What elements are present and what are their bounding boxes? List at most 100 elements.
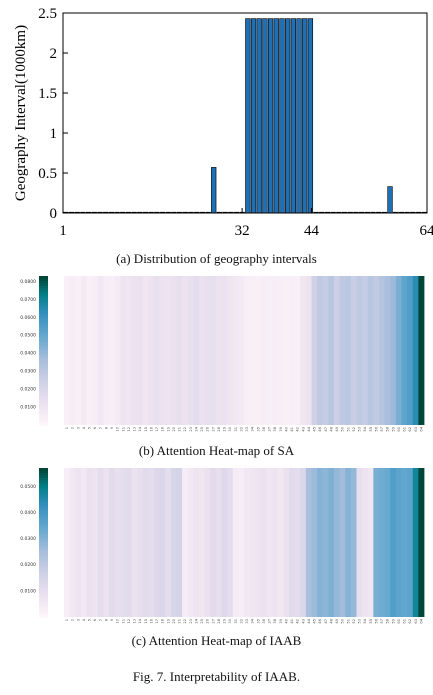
colorbar-segment (39, 400, 48, 404)
heatmap-cell (289, 468, 296, 617)
colorbar-segment (39, 362, 48, 366)
x-tick-label: 7 (99, 619, 103, 621)
colorbar-segment (39, 313, 48, 317)
colorbar-segment (39, 597, 48, 601)
heatmap-cell (215, 468, 222, 617)
heatmap-cell (69, 276, 76, 425)
heatmap-cell (266, 276, 273, 425)
colorbar-segment (39, 320, 48, 324)
x-tick-label: 47 (324, 427, 328, 432)
heatmap-cell (199, 468, 206, 617)
x-tick-label: 64 (420, 223, 433, 239)
heatmap-cell (176, 468, 183, 617)
colorbar-segment (39, 338, 48, 342)
heatmap-cell (137, 276, 144, 425)
x-tick-label: 12 (127, 427, 131, 432)
y-axis-label: Geography Interval(1000km) (13, 25, 29, 201)
heatmap-cell (277, 468, 284, 617)
colorbar-segment (39, 372, 48, 376)
x-tick-label: 37 (268, 619, 272, 624)
heatmap-cell (148, 468, 155, 617)
heatmap-cell (187, 468, 194, 617)
bar (250, 18, 257, 214)
heatmap-cell (92, 468, 99, 617)
heatmap-cell (339, 276, 346, 425)
colorbar-segment (39, 315, 48, 319)
heatmap-cell (356, 468, 363, 617)
colorbar-segment (39, 422, 48, 426)
colorbar-segment (39, 348, 48, 352)
bar (211, 167, 217, 214)
colorbar-segment (39, 535, 48, 539)
heatmap-cell (294, 468, 301, 617)
x-tick-label: 30 (228, 618, 232, 623)
colorbar-segment (39, 594, 48, 598)
heatmap-cell (395, 276, 402, 425)
colorbar-segment (39, 540, 48, 544)
x-tick-label: 8 (104, 618, 108, 621)
colorbar-segment (39, 295, 48, 299)
x-tick-label: 64 (419, 618, 423, 623)
colorbar-segment (39, 357, 48, 362)
heatmap-cell (109, 468, 116, 617)
x-tick-label: 35 (256, 619, 260, 624)
colorbar-segment (39, 515, 48, 519)
x-tick-label: 56 (374, 618, 378, 623)
x-tick-label: 16 (149, 618, 153, 623)
figure-caption: Fig. 7. Interpretability of IAAB. (132, 669, 301, 684)
x-tick-label: 49 (335, 426, 339, 431)
x-tick-label: 45 (313, 427, 317, 432)
chart-a-caption: (a) Distribution of geography intervals (116, 251, 317, 266)
colorbar-segment (39, 599, 48, 603)
colorbar-segment (39, 385, 48, 389)
x-tick-label: 56 (374, 426, 378, 431)
colorbar-tick-label: 0.0100 (20, 405, 36, 411)
x-tick-label: 6 (93, 618, 97, 621)
x-tick-label: 33 (245, 427, 249, 432)
colorbar-segment (39, 343, 48, 347)
x-tick-label: 8 (104, 426, 108, 429)
colorbar-segment (39, 485, 48, 489)
colorbar-segment (39, 542, 48, 546)
colorbar-segment (39, 470, 48, 474)
heatmap-cell (255, 276, 262, 425)
colorbar-segment (39, 360, 48, 364)
heatmap-cell (339, 468, 346, 617)
x-tick-label: 7 (99, 427, 103, 429)
heatmap-cell (210, 468, 217, 617)
x-tick-label: 48 (329, 426, 333, 431)
x-tick-label: 31 (234, 427, 238, 432)
heatmap-cell (289, 276, 296, 425)
heatmap-cell (367, 276, 374, 425)
heatmap-cell (103, 276, 110, 425)
heatmap-cell (176, 276, 183, 425)
x-tick-label: 51 (346, 427, 350, 432)
colorbar-segment (39, 505, 48, 509)
x-tick-label: 1 (65, 427, 69, 429)
heatmap-cell (221, 468, 228, 617)
colorbar-segment (39, 468, 48, 472)
colorbar-segment (39, 367, 48, 371)
x-tick-label: 27 (211, 427, 215, 432)
heatmap-cell (311, 276, 318, 425)
colorbar-segment (39, 502, 48, 506)
colorbar-tick-label: 0.0300 (20, 536, 36, 542)
heatmap-cell (193, 276, 200, 425)
heatmap-cell (384, 468, 391, 617)
colorbar-segment (39, 293, 48, 297)
colorbar-segment (39, 405, 48, 409)
x-tick-label: 10 (116, 618, 120, 623)
x-tick-label: 40 (284, 618, 288, 623)
x-tick-label: 9 (110, 426, 114, 429)
colorbar-segment (39, 410, 48, 414)
x-tick-label: 43 (301, 619, 305, 624)
colorbar-segment (39, 477, 48, 482)
heatmap-cell (401, 468, 408, 617)
colorbar-segment (39, 579, 48, 583)
chart-b-caption: (b) Attention Heat-map of SA (138, 443, 295, 458)
colorbar-tick-label: 0.0700 (20, 297, 36, 303)
colorbar-segment (39, 587, 48, 591)
x-tick-label: 30 (228, 426, 232, 431)
x-tick-label: 14 (138, 618, 142, 623)
colorbar-segment (39, 407, 48, 411)
